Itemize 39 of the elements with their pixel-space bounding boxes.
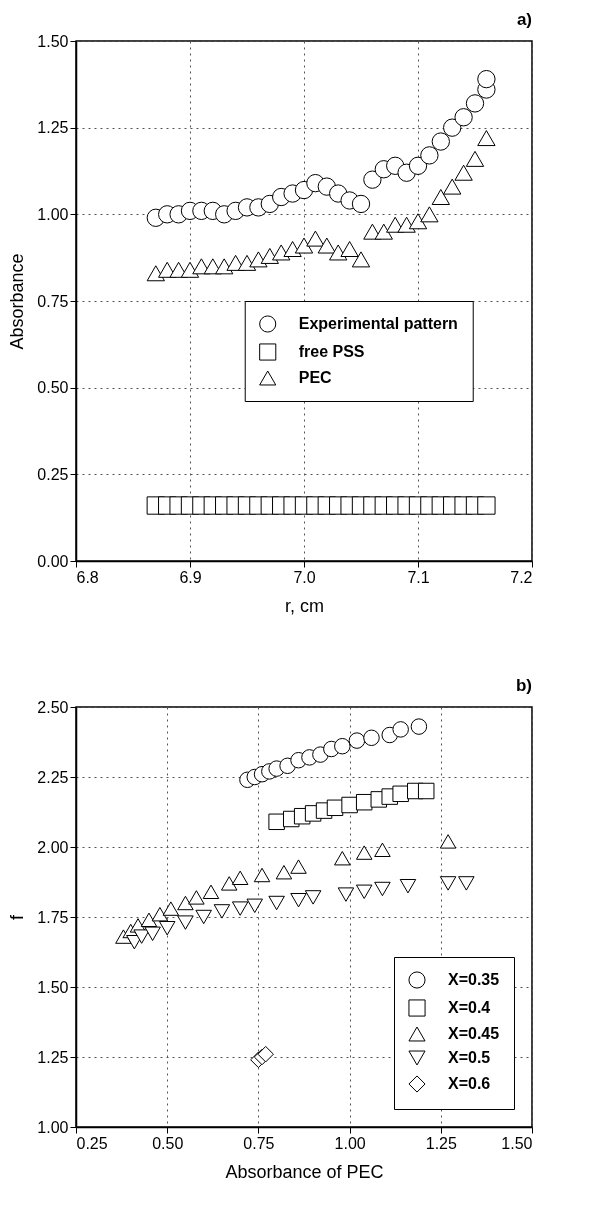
y-tick-label: 0.25 (37, 465, 69, 483)
legend-label: Experimental pattern (298, 315, 458, 332)
x-axis-title: r, cm (285, 595, 324, 616)
y-tick-label: 1.25 (37, 119, 69, 137)
y-tick-label: 0.75 (37, 292, 69, 310)
y-tick-label: 1.00 (37, 1118, 69, 1136)
y-tick-label: 1.50 (37, 32, 69, 50)
x-axis-title: Absorbance of PEC (225, 1161, 384, 1182)
x-tick-label: 1.00 (334, 1134, 366, 1152)
y-tick-label: 2.25 (37, 768, 69, 786)
x-tick-label: 6.9 (179, 568, 202, 586)
chart-title: b) (515, 676, 532, 695)
x-tick-label: 0.25 (76, 1134, 108, 1152)
x-tick-label: 7.1 (407, 568, 430, 586)
legend-label: X=0.4 (448, 999, 491, 1016)
legend-label: X=0.5 (448, 1049, 491, 1066)
y-tick-label: 1.00 (37, 205, 69, 223)
y-tick-label: 1.50 (37, 978, 69, 996)
x-tick-label: 1.25 (425, 1134, 457, 1152)
chart-title: a) (516, 10, 532, 29)
x-tick-label: 7.2 (510, 568, 533, 586)
y-tick-label: 2.00 (37, 838, 69, 856)
y-axis-title: f (7, 914, 28, 921)
x-tick-label: 6.8 (76, 568, 99, 586)
x-tick-label: 0.50 (152, 1134, 184, 1152)
x-tick-label: 1.50 (501, 1134, 533, 1152)
y-tick-label: 0.00 (37, 552, 69, 570)
x-tick-label: 0.75 (243, 1134, 275, 1152)
legend-label: free PSS (298, 343, 365, 360)
y-axis-title: Absorbance (7, 253, 28, 350)
legend-label: X=0.45 (448, 1025, 500, 1042)
y-tick-label: 2.50 (37, 698, 69, 716)
y-tick-label: 0.50 (37, 379, 69, 397)
y-tick-label: 1.25 (37, 1048, 69, 1066)
legend-label: X=0.35 (448, 971, 500, 988)
legend-label: X=0.6 (448, 1075, 491, 1092)
y-tick-label: 1.75 (37, 908, 69, 926)
x-tick-label: 7.0 (293, 568, 316, 586)
legend-label: PEC (298, 369, 333, 386)
